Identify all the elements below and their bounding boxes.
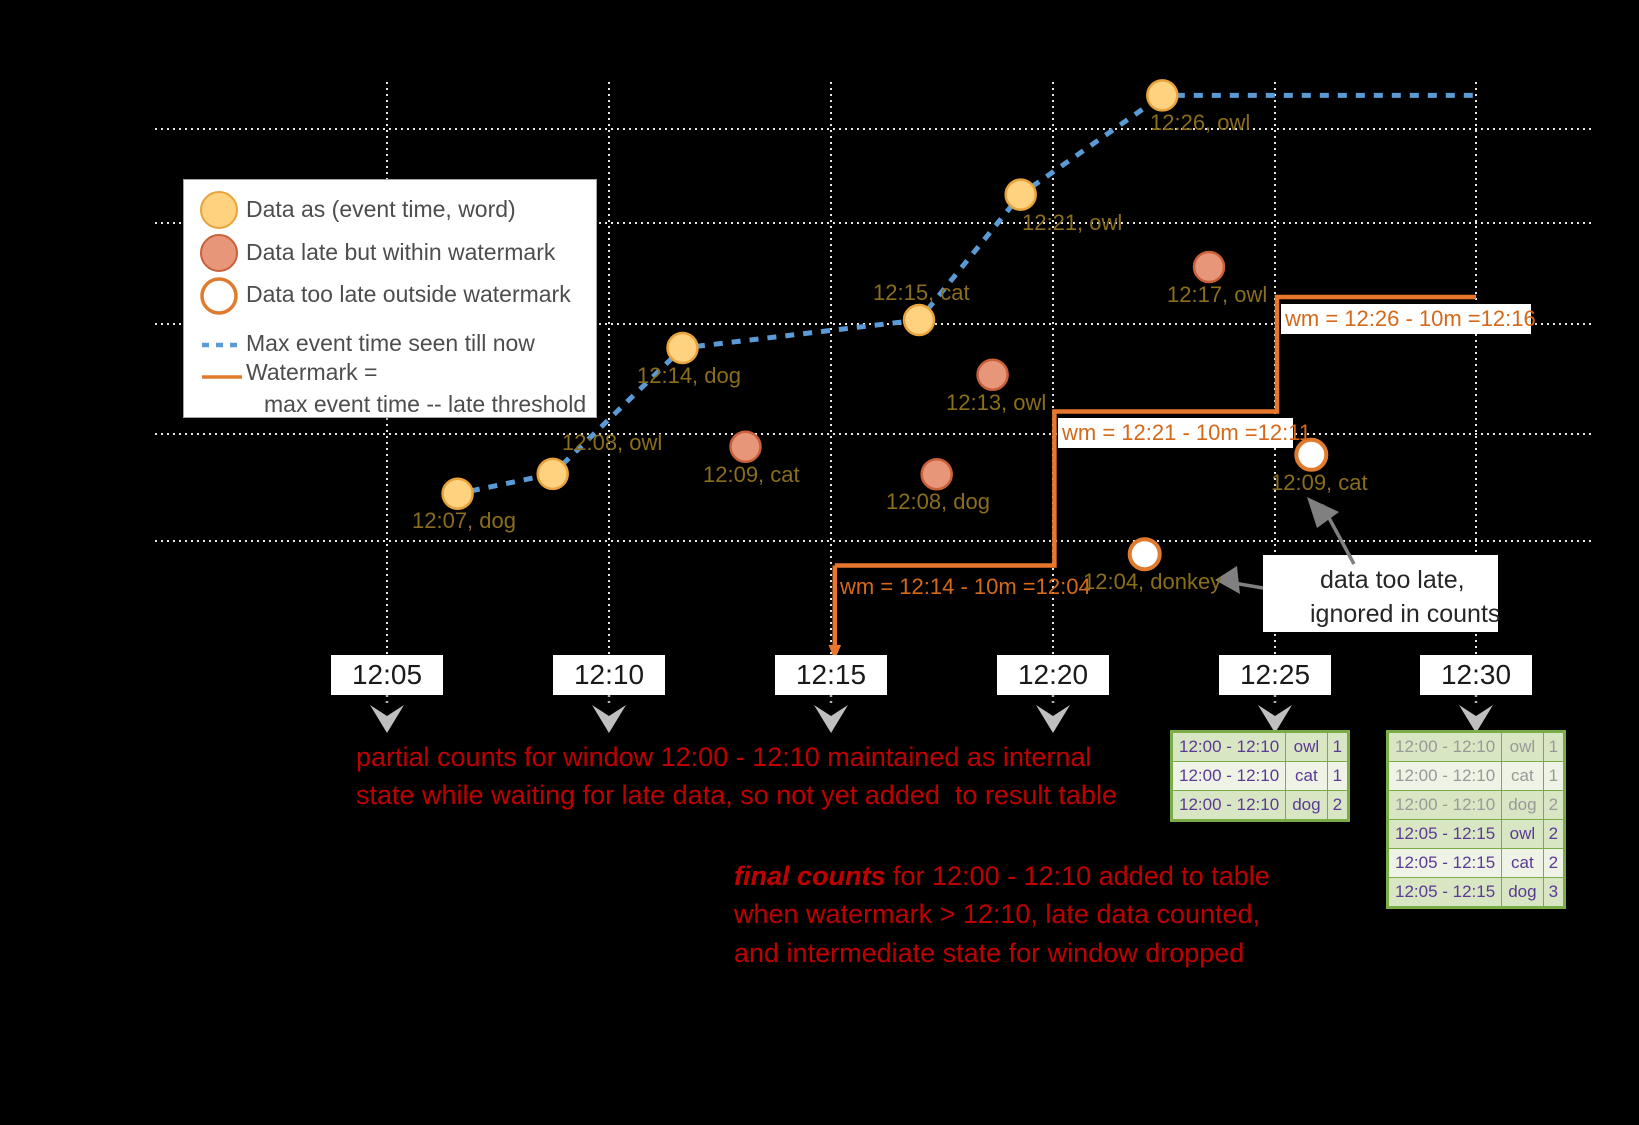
- svg-text:12:13, owl: 12:13, owl: [946, 390, 1046, 415]
- svg-text:12:08, owl: 12:08, owl: [562, 430, 662, 455]
- svg-text:12:14, dog: 12:14, dog: [637, 363, 741, 388]
- svg-text:12:26, owl: 12:26, owl: [1150, 110, 1250, 135]
- svg-text:data too late,: data too late,: [1320, 566, 1465, 594]
- svg-text:12:15, cat: 12:15, cat: [873, 280, 970, 305]
- svg-text:12:04, donkey: 12:04, donkey: [1083, 569, 1221, 594]
- svg-text:wm = 12:21 - 10m =12:11: wm = 12:21 - 10m =12:11: [1061, 420, 1311, 445]
- svg-text:wm = 12:14 - 10m =12:04: wm = 12:14 - 10m =12:04: [839, 574, 1091, 599]
- svg-text:12:17, owl: 12:17, owl: [1167, 282, 1267, 307]
- svg-text:12:09, cat: 12:09, cat: [703, 462, 800, 487]
- svg-text:ignored in counts: ignored in counts: [1310, 600, 1500, 628]
- svg-text:wm = 12:26 - 10m =12:16: wm = 12:26 - 10m =12:16: [1284, 306, 1536, 331]
- svg-text:12:07, dog: 12:07, dog: [412, 508, 516, 533]
- svg-text:12:09, cat: 12:09, cat: [1271, 470, 1368, 495]
- svg-text:12:21, owl: 12:21, owl: [1022, 210, 1122, 235]
- svg-text:12:08, dog: 12:08, dog: [886, 489, 990, 514]
